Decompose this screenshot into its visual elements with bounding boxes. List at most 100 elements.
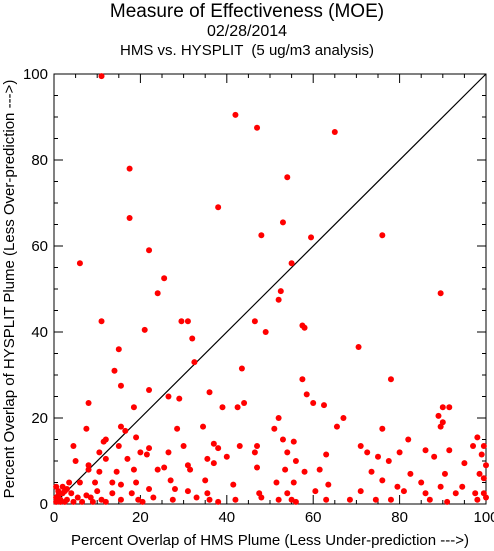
data-point — [331, 129, 338, 136]
x-tick-label: 80 — [391, 509, 408, 526]
data-point — [57, 498, 64, 505]
data-point — [262, 329, 269, 335]
x-tick-label: 0 — [50, 509, 58, 526]
data-point — [271, 425, 278, 432]
data-point — [407, 470, 414, 477]
data-point — [85, 466, 92, 473]
data-point — [323, 451, 330, 458]
data-point — [206, 496, 213, 503]
data-point — [76, 479, 83, 486]
data-point — [146, 247, 153, 254]
data-point — [230, 481, 237, 488]
x-tick-label: 100 — [473, 509, 494, 526]
y-tick-label: 20 — [31, 410, 48, 427]
data-point — [418, 479, 425, 486]
data-point — [437, 483, 444, 490]
data-point — [117, 423, 124, 430]
x-tick-label: 20 — [132, 509, 149, 526]
data-point — [74, 494, 81, 501]
data-point — [184, 318, 191, 325]
data-point — [204, 455, 211, 462]
data-point — [472, 490, 479, 497]
data-point — [174, 425, 181, 432]
chart-subtitle-analysis: HMS vs. HYSPLIT (5 ug/m3 analysis) — [120, 42, 374, 59]
data-point — [405, 436, 412, 443]
data-point — [83, 425, 90, 432]
data-point — [474, 496, 481, 503]
data-point — [437, 423, 444, 430]
data-point — [154, 290, 161, 297]
data-point — [109, 479, 116, 486]
data-point — [387, 376, 394, 383]
data-point — [284, 449, 291, 456]
data-point — [379, 232, 386, 239]
data-point — [117, 382, 124, 389]
data-point — [124, 455, 131, 462]
data-point — [133, 479, 140, 486]
x-tick-label: 60 — [305, 509, 322, 526]
data-point — [85, 462, 92, 469]
one-to-one-line — [53, 73, 487, 505]
data-point — [340, 415, 347, 421]
data-point — [357, 442, 364, 449]
data-point — [325, 481, 332, 488]
data-point — [234, 404, 241, 411]
data-point — [435, 412, 442, 419]
data-point — [72, 458, 79, 464]
data-point — [301, 324, 308, 331]
data-point — [446, 404, 453, 411]
data-point — [241, 399, 248, 406]
data-point — [452, 490, 459, 497]
data-point — [59, 490, 66, 497]
data-point — [191, 359, 198, 366]
data-point — [277, 288, 284, 295]
data-point — [189, 335, 196, 342]
data-point — [169, 496, 176, 503]
data-point — [254, 442, 261, 449]
data-point — [193, 494, 200, 501]
data-point — [171, 485, 178, 492]
data-point — [238, 365, 245, 372]
data-point — [202, 477, 209, 484]
y-axis-label: Percent Overlap of HYSPLIT Plume (Less O… — [1, 80, 18, 499]
data-point — [446, 447, 453, 454]
data-point — [187, 466, 194, 473]
data-point — [254, 124, 261, 131]
y-tick-label: 80 — [31, 152, 48, 169]
data-point — [236, 442, 243, 449]
data-point — [165, 449, 172, 456]
data-point — [210, 440, 217, 447]
data-point — [143, 451, 150, 458]
data-point — [292, 458, 299, 464]
data-point — [176, 395, 183, 402]
y-tick-label: 60 — [31, 238, 48, 255]
data-points — [53, 73, 489, 505]
data-point — [53, 483, 60, 490]
data-point — [70, 442, 77, 449]
data-point — [284, 174, 291, 181]
data-point — [68, 490, 75, 497]
data-point — [254, 464, 261, 471]
data-point — [258, 232, 265, 239]
data-point — [180, 442, 187, 449]
data-point — [178, 318, 185, 325]
data-point — [141, 326, 148, 333]
data-point — [301, 468, 308, 475]
data-point — [461, 460, 468, 467]
data-point — [316, 466, 323, 473]
data-point — [133, 434, 140, 441]
axis-ticks — [53, 73, 487, 505]
y-tick-label: 0 — [40, 496, 48, 513]
data-point — [146, 485, 153, 492]
data-point — [96, 468, 103, 475]
data-point — [215, 445, 222, 452]
data-point — [437, 290, 444, 297]
data-point — [394, 483, 401, 490]
data-point — [292, 498, 299, 505]
x-tick-labels: 0 20 40 60 80 100 — [50, 509, 494, 526]
data-point — [63, 485, 70, 492]
data-point — [387, 496, 394, 503]
data-point — [474, 434, 481, 441]
data-point — [372, 496, 379, 503]
